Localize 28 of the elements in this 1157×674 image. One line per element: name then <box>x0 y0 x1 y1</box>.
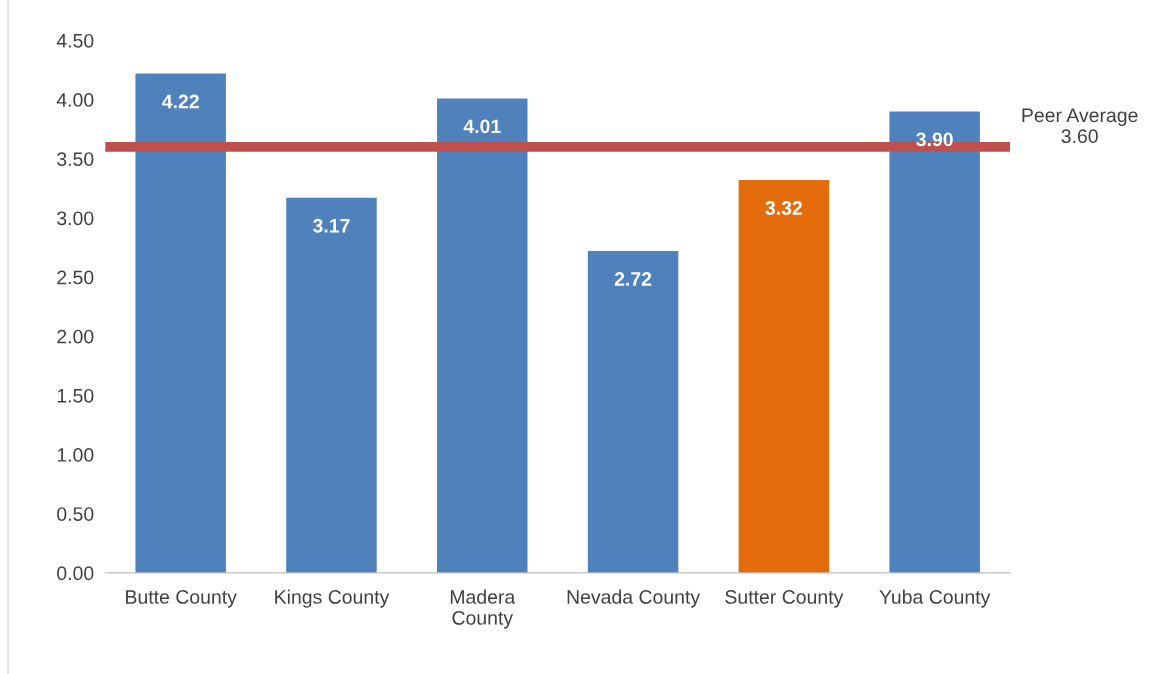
x-tick-label: Yuba County <box>879 589 991 608</box>
y-tick-label: 4.50 <box>56 33 94 48</box>
x-tick-label: Butte County <box>126 590 237 608</box>
data-label: 4.22 <box>162 94 199 109</box>
bar <box>587 251 679 573</box>
y-tick-label: 4.00 <box>56 93 94 107</box>
y-tick-label: 2.00 <box>57 329 94 344</box>
x-tick-label: Sutter County <box>725 590 844 608</box>
ref-line-label: Peer Average 3.60 <box>1022 108 1138 144</box>
x-tick-label: Nevada County <box>567 589 701 608</box>
bar <box>437 98 528 573</box>
y-tick-label: 1.00 <box>57 448 94 462</box>
y-tick-label: 3.50 <box>57 152 94 166</box>
x-tick-label: Kings County <box>275 589 390 608</box>
data-label: 3.32 <box>765 201 803 215</box>
data-label: 3.17 <box>313 218 350 233</box>
data-label: 4.01 <box>463 119 501 134</box>
y-tick-label: 0.50 <box>57 507 94 521</box>
y-tick-label: 0.00 <box>57 566 94 581</box>
y-tick-label: 2.50 <box>57 270 94 285</box>
y-tick-label: 3.00 <box>57 211 94 226</box>
bar <box>738 180 830 573</box>
data-label: 2.72 <box>614 272 652 286</box>
bar <box>286 197 377 573</box>
y-tick-label: 1.50 <box>57 388 94 403</box>
bar <box>135 73 226 573</box>
bar <box>889 111 980 573</box>
x-tick-label: Madera County <box>450 589 516 629</box>
